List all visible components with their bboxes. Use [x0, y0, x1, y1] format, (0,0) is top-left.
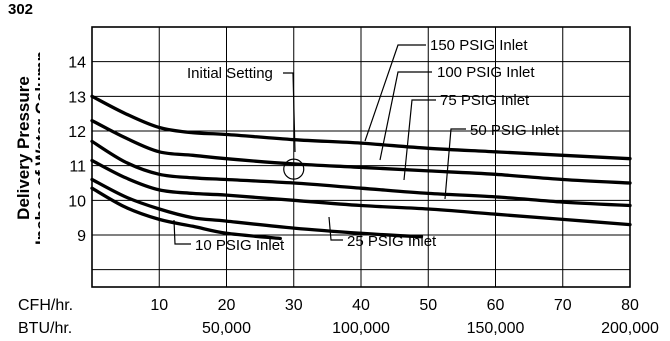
y-tick-label-12: 12	[68, 124, 86, 141]
y-axis-label-line-1: Delivery Pressure	[14, 76, 33, 220]
y-tick-label-14: 14	[68, 55, 86, 72]
curve-150-psig-inlet	[90, 94, 632, 161]
initial-setting-marker	[283, 158, 305, 180]
annotation-10-psig-inlet: 10 PSIG Inlet	[195, 237, 285, 254]
btu-tick-label-80: 200,000	[601, 320, 659, 337]
x-tick-label-30: 30	[285, 297, 303, 314]
x-tick-label-10: 10	[150, 297, 168, 314]
x-axis-label-btu: BTU/hr.	[18, 320, 72, 337]
curve-10-psig-inlet	[90, 186, 282, 241]
x-tick-label-60: 60	[487, 297, 505, 314]
annotation-initial-setting: Initial Setting	[187, 65, 273, 82]
btu-tick-label-60: 150,000	[467, 320, 525, 337]
y-tick-label-9: 9	[77, 228, 86, 245]
curve-25-psig-inlet	[90, 177, 424, 239]
leader-line-initial-setting	[283, 72, 296, 153]
annotation-50-psig-inlet: 50 PSIG Inlet	[470, 122, 560, 139]
btu-tick-label-40: 100,000	[332, 320, 390, 337]
leader-line-75-psig-inlet	[403, 99, 436, 181]
y-tick-label-13: 13	[68, 89, 86, 106]
curve-100-psig-inlet	[90, 118, 632, 185]
leader-line-150-psig-inlet	[364, 44, 426, 142]
figure-number: 302	[8, 1, 34, 18]
leader-line-10-psig-inlet	[173, 219, 191, 245]
x-tick-label-80: 80	[621, 297, 639, 314]
btu-tick-label-20: 50,000	[202, 320, 251, 337]
x-tick-label-70: 70	[554, 297, 572, 314]
plot-frame	[91, 26, 631, 288]
y-axis-label: Delivery Pressure Inches of Water Column	[14, 51, 40, 245]
annotation-100-psig-inlet: 100 PSIG Inlet	[437, 64, 535, 81]
y-tick-label-10: 10	[68, 193, 86, 210]
curve-75-psig-inlet	[90, 139, 632, 208]
y-tick-label-11: 11	[69, 159, 86, 176]
leader-line-50-psig-inlet	[444, 128, 466, 200]
leader-line-100-psig-inlet	[379, 71, 432, 161]
x-axis-label-cfh: CFH/hr.	[18, 297, 73, 314]
curve-50-psig-inlet	[90, 158, 632, 227]
x-tick-label-50: 50	[419, 297, 437, 314]
y-axis-label-line-2: Inches of Water Column	[32, 51, 40, 245]
x-tick-label-40: 40	[352, 297, 370, 314]
annotation-75-psig-inlet: 75 PSIG Inlet	[440, 92, 530, 109]
axis-ticks: 9 10 11 12 13 14 10 20 30 40 50 60 70 80 50,000 100,000…	[68, 55, 659, 337]
annotations: 150 PSIG Inlet 100 PSIG Inlet 75 PSIG Inle…	[173, 37, 560, 254]
leader-line-25-psig-inlet	[328, 216, 343, 241]
annotation-150-psig-inlet: 150 PSIG Inlet	[430, 37, 528, 54]
x-tick-label-20: 20	[218, 297, 236, 314]
annotation-25-psig-inlet: 25 PSIG Inlet	[347, 233, 437, 250]
series-curves	[90, 94, 632, 241]
